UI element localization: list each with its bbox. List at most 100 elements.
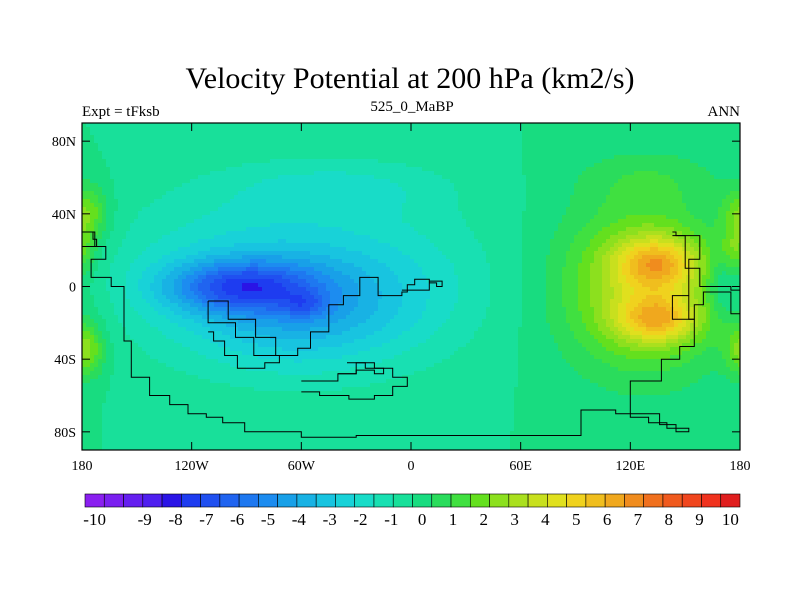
field-cell — [670, 211, 675, 216]
field-cell — [386, 179, 391, 184]
field-cell — [546, 147, 551, 152]
field-cell — [542, 135, 547, 140]
field-cell — [622, 143, 627, 148]
field-cell — [566, 167, 571, 172]
field-cell — [462, 215, 467, 220]
field-cell — [390, 211, 395, 216]
field-cell — [402, 183, 407, 188]
field-cell — [386, 143, 391, 148]
field-cell — [558, 179, 563, 184]
field-cell — [638, 135, 643, 140]
field-cell — [90, 215, 95, 220]
field-cell — [162, 183, 167, 188]
field-cell — [638, 151, 643, 156]
field-cell — [398, 215, 403, 220]
field-cell — [562, 155, 567, 160]
field-cell — [586, 151, 591, 156]
field-cell — [614, 215, 619, 220]
field-cell — [602, 167, 607, 172]
field-cell — [634, 131, 639, 136]
field-cell — [206, 239, 211, 244]
field-cell — [706, 175, 711, 180]
field-cell — [242, 243, 247, 248]
field-cell — [458, 147, 463, 152]
field-cell — [502, 211, 507, 216]
field-cell — [382, 235, 387, 240]
field-cell — [642, 207, 647, 212]
field-cell — [90, 243, 95, 248]
field-cell — [674, 155, 679, 160]
field-cell — [122, 171, 127, 176]
field-cell — [430, 235, 435, 240]
field-cell — [310, 207, 315, 212]
field-cell — [290, 219, 295, 224]
field-cell — [462, 195, 467, 200]
field-cell — [554, 203, 559, 208]
field-cell — [322, 123, 327, 128]
field-cell — [186, 223, 191, 228]
field-cell — [294, 187, 299, 192]
field-cell — [354, 155, 359, 160]
field-cell — [186, 211, 191, 216]
field-cell — [614, 155, 619, 160]
field-cell — [82, 123, 87, 128]
field-cell — [458, 143, 463, 148]
field-cell — [318, 167, 323, 172]
field-cell — [250, 227, 255, 232]
field-cell — [290, 139, 295, 144]
field-cell — [214, 223, 219, 228]
field-cell — [558, 195, 563, 200]
field-cell — [218, 123, 223, 128]
field-cell — [622, 187, 627, 192]
field-cell — [278, 187, 283, 192]
field-cell — [614, 143, 619, 148]
field-cell — [362, 171, 367, 176]
field-cell — [390, 175, 395, 180]
field-cell — [578, 139, 583, 144]
field-cell — [454, 183, 459, 188]
field-cell — [618, 223, 623, 228]
field-cell — [594, 143, 599, 148]
field-cell — [178, 175, 183, 180]
field-cell — [242, 139, 247, 144]
field-cell — [146, 139, 151, 144]
field-cell — [278, 127, 283, 132]
field-cell — [294, 195, 299, 200]
field-cell — [154, 207, 159, 212]
field-cell — [562, 139, 567, 144]
field-cell — [190, 139, 195, 144]
field-cell — [86, 195, 91, 200]
field-cell — [366, 235, 371, 240]
field-cell — [446, 139, 451, 144]
field-cell — [234, 187, 239, 192]
field-cell — [434, 143, 439, 148]
field-cell — [170, 123, 175, 128]
field-cell — [306, 131, 311, 136]
field-cell — [594, 223, 599, 228]
field-cell — [86, 179, 91, 184]
field-cell — [570, 235, 575, 240]
field-cell — [678, 163, 683, 168]
field-cell — [130, 183, 135, 188]
field-cell — [574, 195, 579, 200]
field-cell — [398, 195, 403, 200]
field-cell — [158, 187, 163, 192]
field-cell — [306, 239, 311, 244]
field-cell — [606, 147, 611, 152]
field-cell — [202, 199, 207, 204]
field-cell — [518, 191, 523, 196]
field-cell — [542, 231, 547, 236]
field-cell — [434, 127, 439, 132]
field-cell — [558, 151, 563, 156]
field-cell — [626, 219, 631, 224]
field-cell — [434, 131, 439, 136]
field-cell — [490, 135, 495, 140]
field-cell — [190, 127, 195, 132]
field-cell — [374, 203, 379, 208]
field-cell — [154, 163, 159, 168]
field-cell — [214, 135, 219, 140]
field-cell — [498, 175, 503, 180]
field-cell — [694, 183, 699, 188]
field-cell — [102, 203, 107, 208]
field-cell — [510, 151, 515, 156]
